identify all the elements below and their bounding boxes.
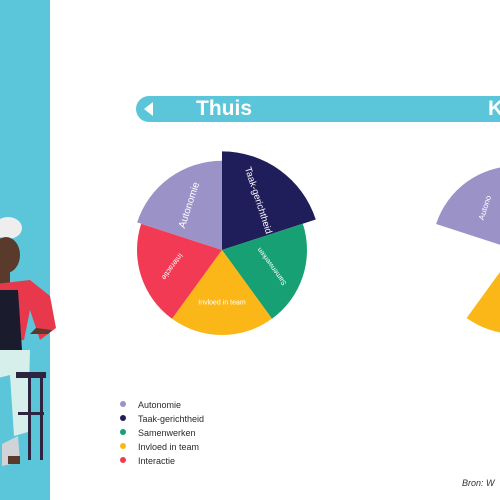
legend-item-1: Taak-gerichtheid [120,412,204,426]
polar-chart-partial: AutonoInteractie [436,167,500,333]
sector-invloed-in-team [172,250,272,336]
person-illustration [0,217,56,466]
sector-interactie [136,223,222,319]
legend-label: Autonomie [138,400,182,410]
legend-dot [120,429,126,435]
legend-item-2: Samenwerken [120,426,204,440]
source-note: Bron: W [462,478,495,488]
legend-dot [120,401,126,407]
legend-dot [120,443,126,449]
sector-invloed-in-team-partial [466,272,500,333]
legend-item-4: Interactie [120,454,204,468]
sector-label: Invloed in team [198,300,246,307]
legend-label: Interactie [138,456,176,466]
tab-title: Thuis [196,97,252,120]
next-tab-title: K [488,97,500,120]
legend-item-3: Invloed in team [120,440,204,454]
sector-autonomie [137,160,222,250]
sector-taak-gerichtheid [222,151,316,250]
polar-chart-thuis: Autonomie Taak-gerichtheidSamenwerkenInvl… [136,151,316,336]
sector-samenwerken [222,223,308,319]
legend-label: Taak-gerichtheid [138,414,205,424]
legend: Autonomie Taak-gerichtheid Samenwerken Invl… [120,398,204,468]
legend-dot [120,415,126,421]
legend-label: Invloed in team [138,442,200,452]
legend-dot [120,457,126,463]
legend-item-0: Autonomie [120,398,204,412]
back-arrow-icon[interactable] [142,100,156,118]
tab-bar [136,96,500,122]
sector-autonomie [436,167,500,245]
legend-label: Samenwerken [138,428,196,438]
